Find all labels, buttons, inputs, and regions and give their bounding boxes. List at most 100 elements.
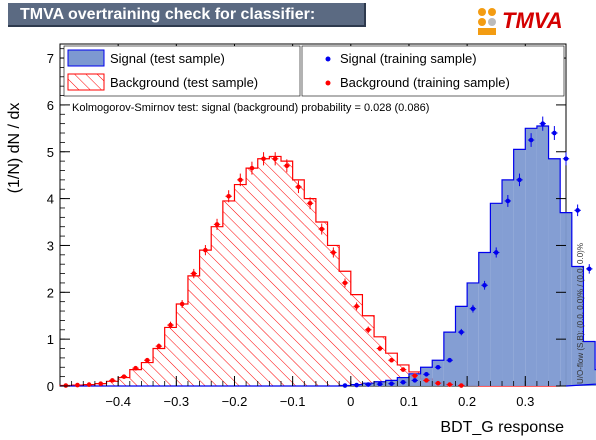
ks-test-text: Kolmogorov-Smirnov test: signal (backgro… bbox=[72, 102, 429, 114]
y-axis-label: (1/N) dN / dx bbox=[6, 103, 23, 194]
signal-train-point bbox=[563, 156, 569, 162]
background-test-bar bbox=[234, 184, 247, 386]
signal-test-bar bbox=[560, 212, 572, 386]
signal-train-point bbox=[459, 329, 464, 335]
y-tick-label: 1 bbox=[47, 332, 54, 347]
background-test-bar bbox=[106, 381, 119, 386]
x-tick-label: 0.1 bbox=[400, 394, 418, 409]
background-test-bar bbox=[281, 161, 293, 386]
signal-test-bar bbox=[467, 282, 479, 386]
background-train-point bbox=[237, 177, 243, 183]
background-train-point bbox=[214, 222, 220, 227]
tmva-logo-dots bbox=[478, 8, 496, 35]
background-train-point bbox=[435, 380, 441, 386]
signal-test-bar bbox=[513, 149, 526, 386]
background-test-bar bbox=[269, 156, 282, 386]
background-train-point bbox=[98, 381, 104, 386]
signal-test-bar bbox=[478, 252, 491, 386]
legend-label-background-train: Background (training sample) bbox=[340, 75, 510, 90]
signal-test-outline bbox=[60, 125, 596, 387]
background-test-bar bbox=[153, 348, 165, 386]
background-test-bar bbox=[211, 226, 223, 386]
signal-test-bar bbox=[583, 341, 596, 386]
legend-label-signal-test: Signal (test sample) bbox=[110, 51, 225, 66]
background-test-bar bbox=[141, 362, 154, 386]
y-tick-label: 5 bbox=[47, 145, 54, 160]
background-test-bar bbox=[176, 304, 188, 386]
background-test-bar bbox=[385, 353, 398, 386]
background-test-bar bbox=[164, 327, 177, 386]
chart-title: TMVA overtraining check for classifier: … bbox=[8, 3, 366, 47]
y-tick-label: 6 bbox=[47, 98, 54, 113]
signal-train-point bbox=[493, 250, 499, 255]
background-train-point bbox=[203, 247, 208, 253]
background-train-point bbox=[365, 327, 371, 333]
signal-test-bar bbox=[525, 128, 537, 386]
histogram-layer bbox=[59, 125, 596, 387]
background-train-point bbox=[144, 357, 150, 363]
signal-train-point bbox=[575, 208, 580, 213]
y-tick-label: 0 bbox=[47, 379, 54, 394]
signal-train-point bbox=[447, 357, 452, 363]
signal-test-bar bbox=[536, 125, 549, 386]
signal-train-point bbox=[389, 381, 394, 386]
legend-label-signal-train: Signal (training sample) bbox=[340, 51, 477, 66]
y-tick-label: 7 bbox=[47, 51, 54, 66]
background-train-point bbox=[319, 226, 325, 232]
legend-swatch-background-test bbox=[67, 73, 105, 91]
tmva-logo-text: TMVA bbox=[502, 8, 563, 33]
signal-train-point bbox=[365, 382, 371, 387]
background-train-point bbox=[307, 200, 313, 206]
background-train-point bbox=[179, 301, 185, 307]
y-tick-label: 4 bbox=[47, 192, 54, 207]
legend-box-training bbox=[301, 45, 565, 97]
x-tick-label: −0.1 bbox=[280, 394, 306, 409]
background-test-bar bbox=[118, 377, 130, 386]
signal-train-point bbox=[400, 379, 406, 385]
x-tick-label: −0.2 bbox=[222, 394, 248, 409]
x-tick-label: 0.2 bbox=[458, 394, 476, 409]
background-train-point bbox=[261, 156, 266, 162]
signal-test-bar bbox=[571, 266, 584, 386]
signal-train-point bbox=[517, 177, 522, 183]
background-train-point bbox=[459, 383, 464, 388]
signal-train-point bbox=[354, 382, 359, 388]
background-train-point bbox=[272, 156, 278, 162]
background-train-point bbox=[377, 346, 383, 351]
background-test-bar bbox=[350, 294, 363, 386]
signal-train-point bbox=[424, 371, 429, 377]
tmva-logo: TMVA bbox=[478, 8, 563, 35]
background-train-point bbox=[331, 250, 336, 255]
x-tick-label: 0 bbox=[347, 394, 354, 409]
legend-label-background-test: Background (test sample) bbox=[110, 75, 258, 90]
background-train-point bbox=[110, 378, 115, 383]
x-tick-label: 0.3 bbox=[516, 394, 534, 409]
signal-test-bar bbox=[490, 203, 503, 386]
signal-test-bar bbox=[455, 306, 468, 386]
signal-train-point bbox=[482, 282, 487, 288]
background-train-point bbox=[447, 382, 452, 387]
x-axis-label: BDT_G response bbox=[440, 419, 564, 436]
background-test-bar bbox=[187, 275, 200, 386]
background-train-point bbox=[121, 374, 127, 379]
signal-test-bar bbox=[548, 158, 561, 386]
points-layer bbox=[62, 116, 593, 388]
legend: Signal (test sample) Background (test sa… bbox=[63, 45, 565, 97]
signal-train-point bbox=[528, 137, 534, 143]
signal-test-bar bbox=[432, 360, 444, 386]
signal-train-point bbox=[505, 198, 511, 204]
background-train-point bbox=[342, 280, 348, 286]
x-tick-label: −0.4 bbox=[105, 394, 131, 409]
background-test-bar bbox=[327, 245, 340, 386]
background-test-bar bbox=[362, 315, 375, 386]
background-train-point bbox=[284, 163, 290, 169]
signal-train-point bbox=[552, 130, 557, 136]
y-tick-label: 3 bbox=[47, 238, 54, 253]
legend-marker-background-train bbox=[325, 80, 331, 86]
background-test-bar bbox=[315, 222, 328, 386]
signal-train-point bbox=[435, 364, 441, 370]
signal-train-point bbox=[342, 383, 348, 388]
signal-train-point bbox=[412, 378, 418, 383]
legend-marker-signal-train bbox=[325, 56, 331, 62]
